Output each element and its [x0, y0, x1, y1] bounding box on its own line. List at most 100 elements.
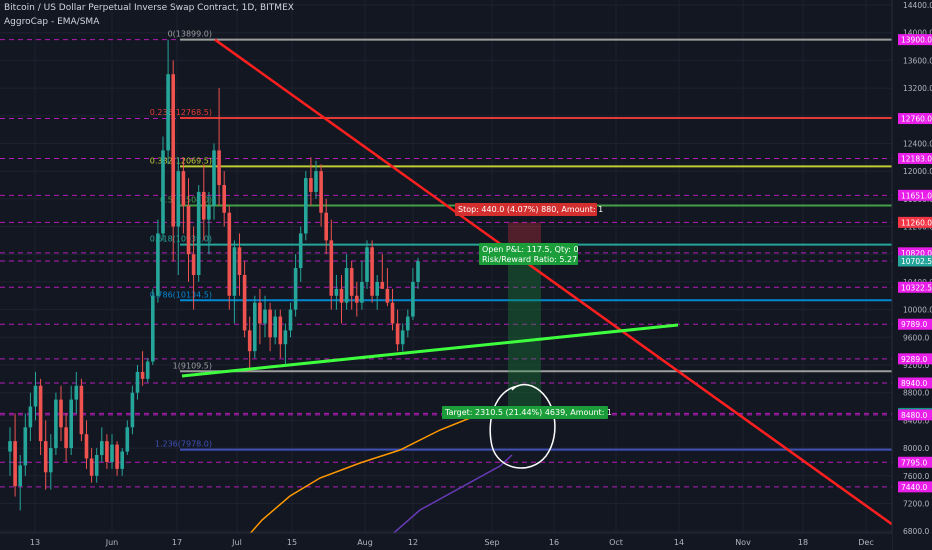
- candle-body: [79, 385, 84, 435]
- candle-body: [390, 302, 395, 324]
- pnl-label-bg: [479, 243, 578, 265]
- chart-title: Bitcoin / US Dollar Perpetual Inverse Sw…: [4, 3, 294, 13]
- price-tag-label: 11260.0: [901, 218, 932, 227]
- candle-body: [258, 302, 262, 324]
- candle-body: [314, 171, 318, 192]
- price-tag-label: 10702.5: [901, 257, 932, 266]
- candle-body: [370, 247, 374, 296]
- candle-body: [263, 309, 267, 324]
- candle-body: [23, 427, 28, 466]
- candle-body: [196, 191, 201, 275]
- stop-label-bg: [455, 203, 597, 216]
- candle-body: [400, 330, 405, 345]
- fib-level-label: 0.5(11504.0): [160, 195, 212, 204]
- price-tick-label: 7200.0: [903, 499, 929, 508]
- price-tick-label: 9200.0: [903, 361, 929, 370]
- candle-body: [309, 178, 313, 192]
- price-tag-bg: [898, 34, 932, 46]
- price-tick-label: 8400.0: [903, 416, 929, 425]
- time-tick-label: Dec: [858, 538, 873, 547]
- time-tick-label: Jul: [231, 538, 242, 547]
- price-tag-label: 10820.0: [901, 249, 932, 258]
- price-tag-bg: [898, 216, 932, 228]
- candle-body: [18, 465, 22, 487]
- price-tag-bg: [898, 353, 932, 365]
- candle-body: [319, 171, 323, 213]
- target-label-bg: [442, 406, 608, 419]
- candle-body: [28, 406, 33, 428]
- candle-body: [89, 458, 94, 476]
- candle-body: [298, 233, 303, 269]
- candle-body: [94, 455, 99, 476]
- price-tag-label: 7795.0: [901, 458, 927, 467]
- price-tick-label: 13200.0: [903, 84, 932, 93]
- candle-body: [176, 171, 181, 227]
- price-tag-bg: [898, 152, 932, 164]
- price-tag-bg: [898, 377, 932, 389]
- grid: [0, 0, 892, 533]
- price-tag-label: 7440.0: [901, 483, 927, 492]
- candle-body: [151, 295, 155, 362]
- candle-body: [339, 288, 344, 303]
- candle-body: [74, 385, 79, 400]
- time-tick-label: Nov: [735, 538, 751, 547]
- time-tick-label: 17: [172, 538, 182, 547]
- candle-body: [375, 281, 379, 296]
- candle-body: [166, 74, 170, 151]
- candle-body: [212, 150, 216, 206]
- candle-body: [288, 309, 293, 331]
- candle-body: [181, 171, 186, 206]
- candle-body: [120, 451, 124, 469]
- candle-body: [13, 441, 17, 487]
- candle-body: [349, 268, 354, 296]
- time-tick-label: 12: [408, 538, 418, 547]
- fib-level-label: 0.382(12069.5): [150, 156, 212, 165]
- fib-level-label: 0.786(10134.5): [150, 290, 212, 299]
- candle-body: [202, 191, 206, 220]
- price-tag-label: 9789.0: [901, 320, 927, 329]
- time-tick-label: 16: [549, 538, 559, 547]
- candle-body: [110, 444, 114, 462]
- candle-body: [411, 281, 415, 317]
- orange-moving-average: [239, 411, 501, 546]
- price-tick-label: 8800.0: [903, 389, 929, 398]
- price-axis: 14400.014000.013600.013200.012800.012400…: [891, 0, 932, 550]
- price-tag-bg: [898, 281, 932, 293]
- target-label-text: Target: 2310.5 (21.44%) 4639, Amount: 1: [444, 408, 612, 417]
- candle-body: [191, 254, 196, 275]
- candle-body: [222, 185, 226, 213]
- stop-label-text: Stop: 440.0 (4.07%) 880, Amount: 1: [458, 205, 603, 214]
- candle-body: [84, 434, 89, 459]
- candle-body: [125, 427, 130, 452]
- price-tick-label: 8000.0: [903, 444, 929, 453]
- moving-averages: [239, 411, 513, 546]
- candle-body: [278, 316, 283, 345]
- price-tag-label: 9289.0: [901, 355, 927, 364]
- candle-body: [161, 150, 165, 234]
- candle-body: [54, 399, 58, 449]
- candle-body: [49, 448, 53, 473]
- candle-body: [33, 385, 38, 407]
- candle-body: [355, 295, 359, 303]
- candle-body: [69, 399, 73, 449]
- candle-body: [115, 444, 119, 469]
- time-tick-label: 18: [798, 538, 808, 547]
- candles: [8, 39, 420, 511]
- candle-body: [329, 240, 334, 296]
- candle-body: [227, 212, 232, 296]
- candle-body: [273, 316, 277, 338]
- candle-body: [242, 275, 247, 331]
- time-tick-label: Oct: [609, 538, 623, 547]
- candle-body: [38, 385, 43, 442]
- trend-lines: [181, 38, 901, 532]
- fib-level-label: 1.236(7978.0): [155, 440, 212, 449]
- price-tag-bg: [898, 409, 932, 421]
- candle-body: [380, 281, 385, 289]
- price-tick-label: 14400.0: [903, 1, 932, 10]
- downtrend-line: [214, 38, 901, 532]
- pnl-label-text: Risk/Reward Ratio: 5.27: [482, 255, 577, 264]
- magenta-levels: [0, 39, 892, 488]
- price-tag-bg: [898, 456, 932, 468]
